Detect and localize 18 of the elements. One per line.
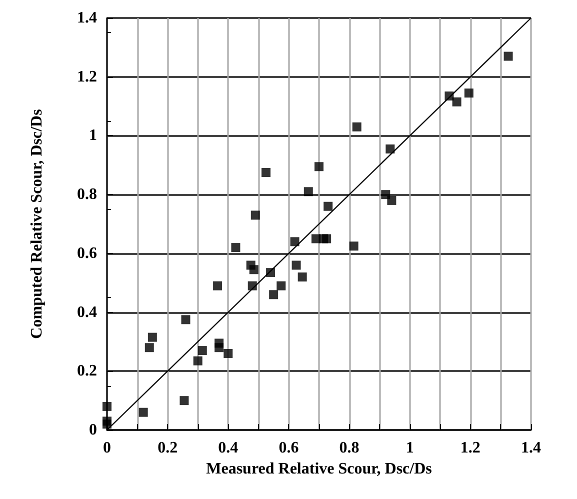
y-tick-label: 0.2 bbox=[77, 362, 97, 380]
y-tick-label: 1.2 bbox=[77, 68, 97, 86]
x-tick-label: 1.2 bbox=[460, 440, 480, 456]
y-tick-label: 0.4 bbox=[77, 304, 97, 321]
x-tick-label: 0.8 bbox=[339, 440, 360, 456]
x-tick-label: 0.6 bbox=[278, 440, 299, 456]
x-tick-label: 0.4 bbox=[218, 440, 238, 456]
y-tick-label: 0.6 bbox=[77, 244, 97, 262]
x-tick-label: 0 bbox=[103, 440, 111, 456]
x-tick-label: 1.4 bbox=[521, 440, 541, 456]
x-tick-label: 1 bbox=[406, 440, 414, 456]
y-tick-label: 1 bbox=[89, 127, 97, 144]
x-tick-label: 0.2 bbox=[158, 440, 178, 456]
y-tick-label: 0.8 bbox=[77, 186, 97, 204]
y-tick-label: 1.4 bbox=[77, 10, 97, 26]
y-axis-title: Computed Relative Scour, Dsc/Ds bbox=[28, 109, 46, 339]
x-axis-title: Measured Relative Scour, Dsc/Ds bbox=[206, 460, 432, 478]
y-tick-label: 0 bbox=[89, 422, 97, 438]
